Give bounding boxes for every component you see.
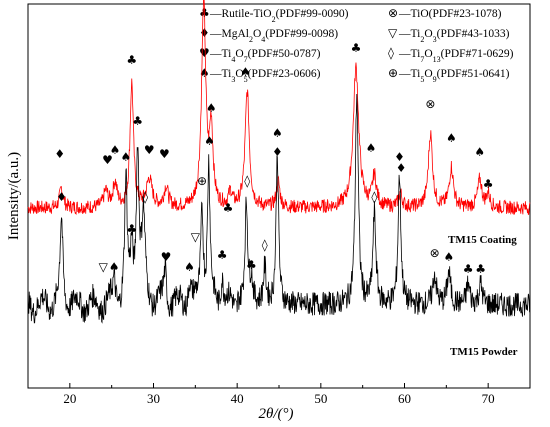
- legend-symbol: ♠: [199, 66, 210, 80]
- phase-marker: ♠: [204, 134, 215, 148]
- series-line-coating: [27, 0, 531, 216]
- legend-label: —Ti2O3(PDF#43-1033): [398, 28, 510, 44]
- x-tick-label: 50: [314, 391, 327, 406]
- phase-marker: ♦: [272, 145, 283, 159]
- legend-symbol: ⊗: [388, 6, 398, 20]
- x-tick-label: 20: [63, 391, 76, 406]
- x-tick-label: 60: [398, 391, 411, 406]
- marker-layer: ♦♥♠♣♥♥♠♠♣♠♦♣♠♦⊗♠♠♣♦▽♠♠♣♣◊♥▽⊕♠♠♣◊♣◊♠◊♦⊗♠♣…: [54, 41, 494, 276]
- phase-marker: ♠: [366, 141, 377, 155]
- phase-marker: ♥: [159, 147, 170, 161]
- phase-marker: ♥: [102, 153, 113, 167]
- phase-marker: ♠: [110, 143, 121, 157]
- legend-left: ♣ —Rutile-TiO2(PDF#99-0090)♦ —MgAl2O4(PDF#…: [199, 6, 349, 84]
- phase-marker: ◊: [142, 190, 148, 204]
- phase-marker: ◊: [244, 174, 250, 188]
- legend-label: —Ti3O5(PDF#23-0606): [209, 68, 321, 84]
- series-line-powder: [27, 93, 531, 324]
- phase-marker: ▽: [99, 260, 109, 274]
- phase-marker: ♣: [217, 248, 228, 262]
- phase-marker: ♠: [121, 150, 132, 164]
- x-tick-label: 70: [482, 391, 495, 406]
- y-axis-label: Intensity/(a.u.): [6, 152, 22, 240]
- phase-marker: ⊗: [430, 246, 440, 260]
- phase-marker: ♦: [394, 150, 405, 164]
- series-layer: [27, 0, 531, 324]
- phase-marker: ◊: [371, 190, 377, 204]
- legend-label: —Ti7O13(PDF#71-0629): [398, 48, 514, 64]
- phase-marker: ♣: [475, 262, 486, 276]
- phase-marker: ▽: [191, 230, 201, 244]
- phase-marker: ♥: [144, 143, 155, 157]
- phase-marker: ♣: [351, 41, 362, 55]
- legend-label: —Ti4O7(PDF#50-0787): [209, 48, 321, 64]
- legend-symbol: ⊕: [388, 66, 398, 80]
- legend-label: —Rutile-TiO2(PDF#99-0090): [209, 8, 349, 24]
- phase-marker: ♦: [56, 190, 67, 204]
- phase-marker: ♠: [109, 260, 120, 274]
- phase-marker: ♦: [396, 161, 407, 175]
- phase-marker: ♣: [126, 53, 137, 67]
- phase-marker: ♣: [246, 258, 257, 272]
- phase-marker: ♠: [474, 145, 485, 159]
- label-tm15-coating: TM15 Coating: [448, 234, 517, 246]
- phase-marker: ♣: [132, 114, 143, 128]
- x-axis-label: 2θ/(°): [258, 406, 293, 422]
- phase-marker: ⊗: [425, 97, 435, 111]
- phase-marker: ♣: [463, 262, 474, 276]
- x-tick-label: 40: [231, 391, 244, 406]
- x-axis-ticks: 20 30 40 50 60 70: [27, 383, 531, 406]
- label-tm15-powder: TM15 Powder: [450, 346, 518, 358]
- legend-label: —TiO(PDF#23-1078): [398, 8, 502, 20]
- phase-marker: ♣: [223, 201, 234, 215]
- phase-marker: ♠: [446, 131, 457, 145]
- legend-symbol: ♥: [199, 46, 210, 60]
- phase-marker: ♥: [161, 250, 172, 264]
- phase-marker: ♣: [126, 222, 137, 236]
- phase-marker: ♠: [206, 101, 217, 115]
- phase-marker: ♠: [443, 250, 454, 264]
- phase-marker: ♠: [272, 126, 283, 140]
- phase-marker: ◊: [262, 238, 268, 252]
- legend-symbol: ♦: [199, 26, 210, 40]
- phase-marker: ⊕: [197, 174, 207, 188]
- legend-symbol: ◊: [388, 46, 394, 60]
- legend-label: —Ti5O9(PDF#51-0641): [398, 68, 510, 84]
- phase-marker: ♠: [184, 260, 195, 274]
- legend-right: ⊗ —TiO(PDF#23-1078)▽ —Ti2O3(PDF#43-1033) ◊ —…: [388, 6, 514, 84]
- phase-marker: ♣: [483, 177, 494, 191]
- legend-label: —MgAl2O4(PDF#99-0098): [209, 28, 338, 44]
- x-tick-label: 30: [147, 391, 160, 406]
- phase-marker: ♦: [54, 147, 65, 161]
- legend-symbol: ▽: [388, 26, 398, 40]
- phase-marker: ♠: [240, 65, 251, 79]
